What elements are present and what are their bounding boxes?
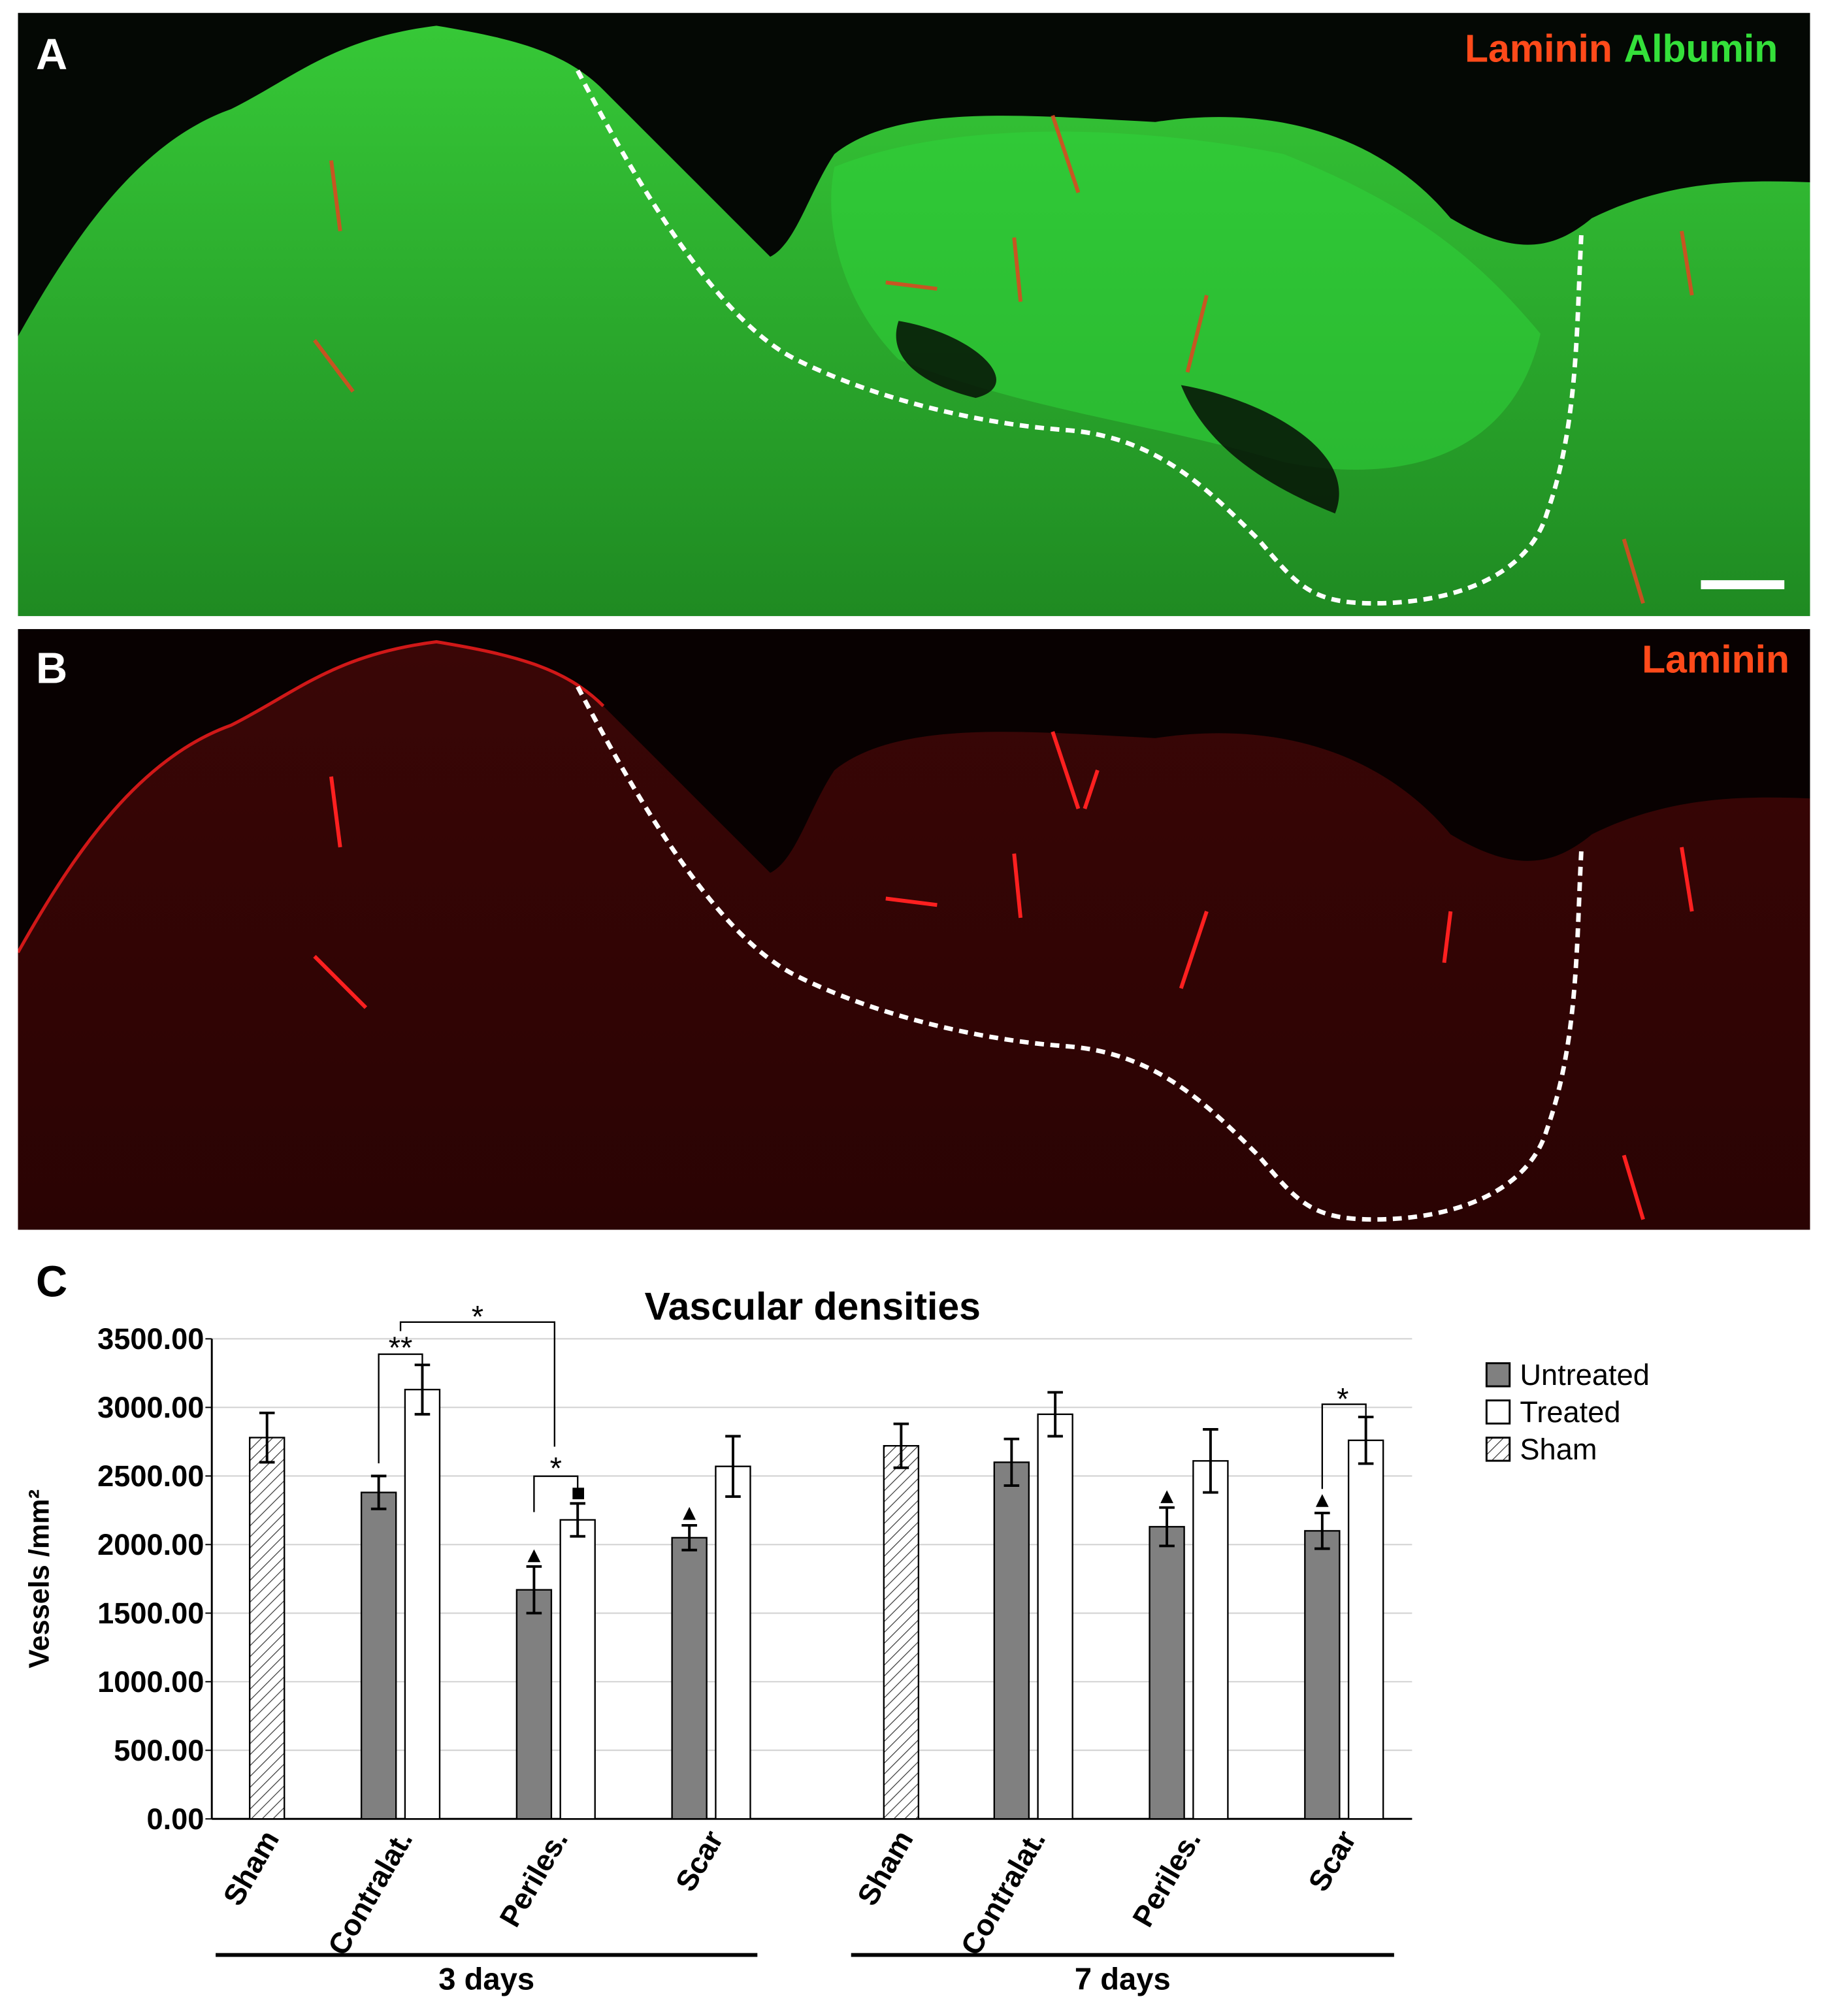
y-tick-label: 1000.00	[97, 1665, 204, 1699]
stain-label: Laminin	[1642, 639, 1789, 681]
significance-label: **	[389, 1330, 413, 1365]
significance-bracket	[399, 1321, 556, 1447]
bar	[671, 1536, 708, 1820]
x-tick-label: Scar	[1301, 1825, 1362, 1896]
panel-label: B	[36, 644, 67, 692]
bar	[1149, 1525, 1185, 1820]
bar	[715, 1465, 751, 1820]
bar	[404, 1388, 441, 1820]
error-bar	[1314, 1512, 1330, 1550]
y-tick-label: 500.00	[114, 1734, 204, 1767]
marker-triangle	[683, 1506, 696, 1520]
legend-label: Sham	[1520, 1433, 1597, 1466]
stain-label: Laminin	[1465, 27, 1612, 70]
x-tick-label: Periles.	[493, 1825, 575, 1932]
significance-label: *	[1337, 1381, 1348, 1416]
y-tick-label: 3500.00	[97, 1322, 204, 1356]
bar	[1347, 1439, 1384, 1820]
bar	[559, 1519, 596, 1820]
legend-swatch	[1485, 1437, 1511, 1462]
bar	[1304, 1530, 1341, 1820]
bar	[515, 1589, 553, 1820]
chart: 0.00 500.00 1000.00 1500.00 2000.00 2500.00 30…	[97, 1299, 1650, 1996]
legend-label: Untreated	[1520, 1358, 1649, 1391]
panel-label: A	[36, 31, 67, 79]
panel-label: C	[36, 1258, 67, 1307]
y-tick-label: 1500.00	[97, 1597, 204, 1630]
bar	[993, 1461, 1030, 1820]
significance-label: *	[550, 1451, 562, 1486]
chart-title: Vascular densities	[645, 1286, 981, 1328]
error-bar	[1203, 1428, 1218, 1494]
y-tick-label: 3000.00	[97, 1391, 204, 1424]
significance-label: *	[472, 1299, 483, 1334]
error-bar	[414, 1363, 431, 1416]
error-bar	[1358, 1416, 1374, 1465]
stain-label: Albumin	[1624, 27, 1778, 70]
bar	[883, 1444, 920, 1820]
x-tick-label: Sham	[851, 1825, 920, 1911]
error-bar	[570, 1502, 585, 1538]
marker-triangle	[1316, 1494, 1329, 1507]
x-tick-label: Contralat.	[954, 1825, 1052, 1960]
significance-bracket	[533, 1475, 579, 1512]
x-tick-label: Scar	[669, 1825, 730, 1896]
marker-triangle	[527, 1549, 541, 1563]
bar	[248, 1437, 286, 1820]
x-tick-label: Sham	[216, 1825, 286, 1911]
error-bar	[1159, 1506, 1175, 1548]
error-bar	[725, 1435, 741, 1498]
error-bar	[893, 1422, 909, 1469]
x-tick-label: Contralat.	[321, 1825, 419, 1960]
group-label: 3 days	[438, 1962, 534, 1996]
group-label: 7 days	[1075, 1962, 1171, 1996]
significance-bracket	[1321, 1403, 1367, 1489]
error-bar	[1047, 1391, 1063, 1438]
error-bar	[681, 1523, 697, 1552]
x-tick-label: Periles.	[1126, 1825, 1207, 1932]
significance-bracket	[378, 1353, 423, 1463]
y-tick-label: 2500.00	[97, 1459, 204, 1493]
panel-a-image	[18, 12, 1810, 617]
marker-square	[572, 1488, 585, 1500]
bar	[1037, 1413, 1073, 1820]
marker-triangle	[1160, 1490, 1173, 1503]
error-bar	[1004, 1437, 1020, 1488]
legend-swatch	[1485, 1362, 1511, 1388]
y-tick-label: 0.00	[146, 1802, 204, 1836]
y-axis-label: Vessels /mm²	[24, 1489, 56, 1668]
bar	[1192, 1460, 1229, 1820]
error-bar	[370, 1474, 387, 1510]
error-bar	[526, 1565, 542, 1615]
y-tick-label: 2000.00	[97, 1528, 204, 1561]
legend-label: Treated	[1520, 1395, 1620, 1429]
panel-b-image	[18, 628, 1810, 1230]
legend-swatch	[1485, 1399, 1511, 1425]
error-bar	[259, 1411, 275, 1464]
bar	[360, 1491, 397, 1820]
